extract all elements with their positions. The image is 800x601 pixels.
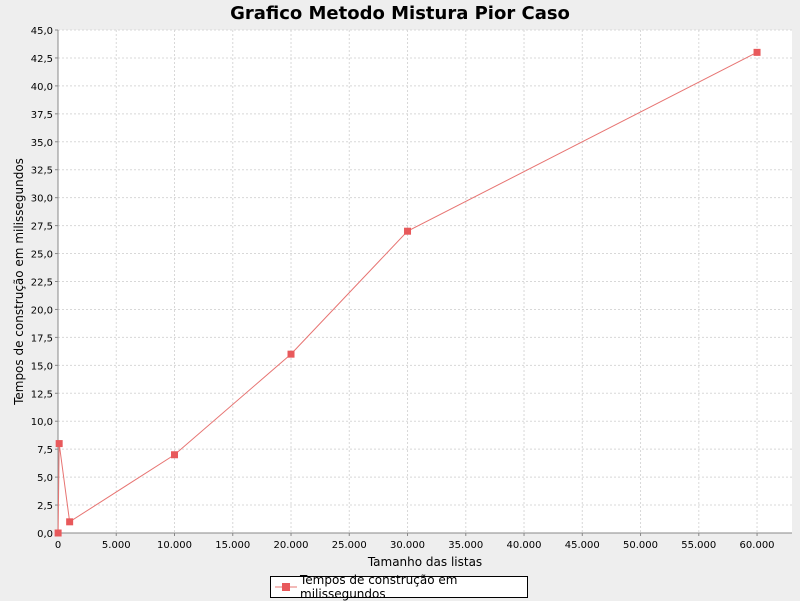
y-tick-label: 7,5 <box>37 445 53 456</box>
data-point <box>66 518 74 526</box>
x-tick-label: 0 <box>55 540 61 551</box>
legend-swatch-icon <box>275 583 297 591</box>
y-tick-label: 40,0 <box>31 82 53 93</box>
y-tick-label: 0,0 <box>37 529 53 540</box>
x-tick-label: 50.000 <box>623 540 658 551</box>
y-tick-label: 10,0 <box>31 417 53 428</box>
y-tick-label: 17,5 <box>31 333 53 344</box>
x-tick-label: 25.000 <box>332 540 367 551</box>
data-point <box>171 451 179 459</box>
y-tick-label: 22,5 <box>31 278 53 289</box>
x-axis-label: Tamanho das listas <box>367 555 482 569</box>
y-axis-label: Tempos de construção em milissegundos <box>12 158 26 406</box>
x-tick-label: 10.000 <box>157 540 192 551</box>
chart-title: Grafico Metodo Mistura Pior Caso <box>230 3 570 24</box>
y-tick-label: 15,0 <box>31 361 53 372</box>
y-tick-label: 30,0 <box>31 194 53 205</box>
y-tick-label: 2,5 <box>37 501 53 512</box>
data-point <box>404 227 412 235</box>
plot-area <box>58 30 792 533</box>
x-tick-label: 20.000 <box>274 540 309 551</box>
legend-label: Tempos de construção em milissegundos <box>300 573 458 601</box>
data-point <box>753 48 761 56</box>
legend: Tempos de construção em milissegundos <box>270 573 528 601</box>
x-tick-label: 45.000 <box>565 540 600 551</box>
y-tick-label: 20,0 <box>31 305 53 316</box>
x-tick-label: 40.000 <box>507 540 542 551</box>
y-tick-label: 27,5 <box>31 222 53 233</box>
y-tick-label: 37,5 <box>31 110 53 121</box>
data-point <box>287 350 295 358</box>
y-tick-label: 35,0 <box>31 138 53 149</box>
x-tick-label: 5.000 <box>102 540 131 551</box>
y-tick-label: 32,5 <box>31 166 53 177</box>
x-tick-label: 35.000 <box>448 540 483 551</box>
x-tick-label: 15.000 <box>215 540 250 551</box>
y-tick-label: 45,0 <box>31 26 53 37</box>
series-layer <box>54 48 761 537</box>
data-point <box>55 440 63 448</box>
axes: 0,0 2,5 5,0 7,5 10,0 12,5 15,0 17,5 20,0 22,5 25,0… <box>31 26 792 551</box>
y-tick-label: 42,5 <box>31 54 53 65</box>
y-tick-label: 12,5 <box>31 389 53 400</box>
y-tick-label: 25,0 <box>31 250 53 261</box>
x-tick-label: 30.000 <box>390 540 425 551</box>
x-tick-label: 55.000 <box>681 540 716 551</box>
x-tick-label: 60.000 <box>740 540 775 551</box>
y-tick-label: 5,0 <box>37 473 53 484</box>
data-point <box>54 529 62 537</box>
